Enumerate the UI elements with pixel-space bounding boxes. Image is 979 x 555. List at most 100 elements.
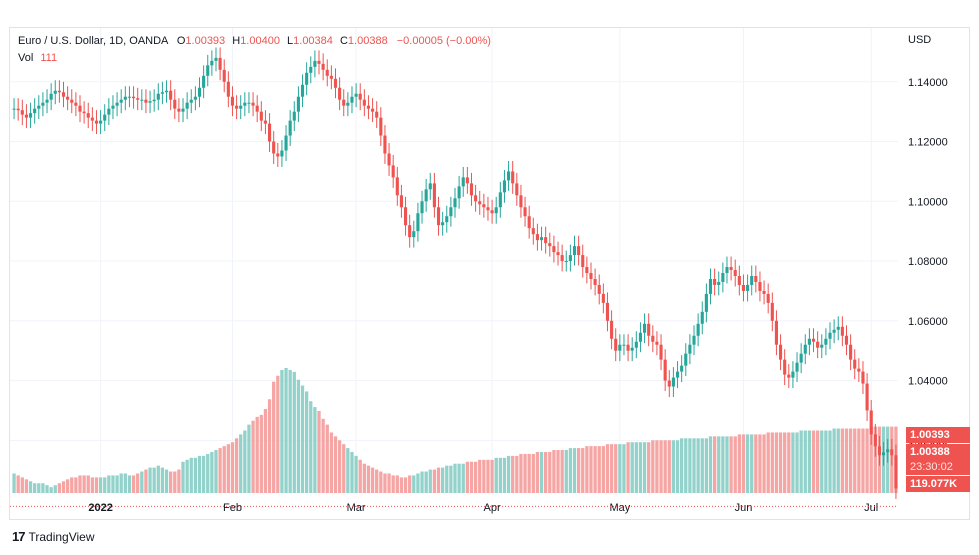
volume-bar bbox=[869, 426, 873, 493]
volume-bar bbox=[609, 444, 614, 493]
volume-bar bbox=[461, 463, 465, 493]
candle-body bbox=[622, 344, 626, 346]
candle-body bbox=[478, 201, 482, 205]
price-chart[interactable]: 1.14000 1.12000 1.10000 1.08000 1.06000 1.040… bbox=[10, 28, 971, 521]
candle-body bbox=[239, 105, 243, 109]
candle-body bbox=[770, 302, 774, 321]
x-tick-label: Feb bbox=[223, 502, 242, 514]
volume-bar bbox=[568, 448, 573, 493]
candle-body bbox=[412, 231, 416, 238]
candle-body bbox=[618, 344, 622, 351]
volume-bar bbox=[424, 471, 428, 493]
candle-body bbox=[296, 96, 300, 112]
y-tick-label: 1.12000 bbox=[908, 137, 948, 149]
candle-body bbox=[202, 75, 206, 88]
close-value: 1.00388 bbox=[347, 35, 388, 47]
volume-bar bbox=[16, 475, 20, 493]
candle-body bbox=[78, 105, 82, 112]
volume-bar bbox=[708, 436, 713, 493]
volume-bar bbox=[449, 465, 453, 493]
candle-body bbox=[428, 183, 432, 190]
volume-bar bbox=[539, 451, 544, 493]
volume-bar bbox=[725, 436, 729, 493]
volume-bar bbox=[272, 381, 276, 493]
candle-body bbox=[560, 255, 564, 262]
volume-bar bbox=[201, 455, 206, 493]
volume-bar bbox=[20, 477, 24, 493]
volume-bar bbox=[33, 483, 37, 493]
volume-bar bbox=[675, 440, 680, 493]
candle-body bbox=[33, 108, 37, 114]
vol-label[interactable]: Vol bbox=[18, 52, 34, 64]
volume-bar bbox=[408, 475, 412, 493]
candle-body bbox=[292, 111, 296, 121]
volume-bar bbox=[811, 430, 816, 493]
volume-bar bbox=[140, 471, 144, 493]
candle-body bbox=[300, 84, 305, 97]
volume-bar bbox=[280, 369, 284, 493]
candle-body bbox=[717, 281, 721, 285]
candle-body bbox=[379, 117, 383, 136]
tradingview-logo[interactable]: 17 TradingView bbox=[12, 529, 95, 544]
volume-bar bbox=[445, 465, 449, 493]
candle-body bbox=[774, 320, 778, 345]
volume-bar bbox=[82, 475, 86, 493]
candle-body bbox=[70, 99, 74, 103]
candle-body bbox=[445, 216, 449, 223]
volume-bar bbox=[791, 432, 795, 493]
volume-bar bbox=[828, 430, 832, 493]
volume-bar bbox=[634, 442, 638, 493]
candle-body bbox=[45, 99, 49, 103]
symbol-title[interactable]: Euro / U.S. Dollar, 1D, OANDA bbox=[18, 35, 168, 47]
volume-bar bbox=[416, 473, 420, 493]
volume-bar bbox=[511, 455, 515, 493]
volume-bar bbox=[284, 368, 288, 493]
candle-body bbox=[655, 341, 659, 345]
candle-body bbox=[791, 371, 795, 378]
volume-bar bbox=[741, 434, 746, 493]
volume-bar bbox=[148, 467, 152, 493]
volume-bar bbox=[601, 446, 606, 493]
candle-body bbox=[766, 293, 770, 303]
volume-bar bbox=[552, 450, 556, 493]
candle-body bbox=[272, 141, 276, 154]
candle-body bbox=[123, 96, 127, 100]
volume-bar bbox=[292, 371, 296, 493]
candle-body bbox=[671, 377, 675, 387]
volume-bar bbox=[288, 369, 292, 493]
volume-bar bbox=[317, 410, 321, 493]
volume-bar bbox=[98, 477, 103, 493]
volume-bar bbox=[41, 483, 45, 493]
y-tick-label: 1.14000 bbox=[908, 77, 948, 89]
volume-bar bbox=[680, 438, 684, 493]
candle-body bbox=[589, 273, 593, 279]
candle-body bbox=[564, 261, 568, 263]
volume-bar bbox=[630, 442, 634, 493]
candle-body bbox=[737, 275, 741, 285]
candle-body bbox=[309, 66, 313, 73]
volume-bar bbox=[337, 440, 342, 493]
volume-bar bbox=[564, 450, 568, 493]
volume-bar bbox=[688, 438, 692, 493]
candle-body bbox=[366, 105, 371, 109]
volume-bar bbox=[523, 453, 527, 493]
volume-bar bbox=[597, 446, 601, 493]
candle-body bbox=[675, 371, 680, 378]
candle-body bbox=[251, 102, 255, 106]
volume-bar bbox=[861, 428, 865, 493]
volume-bar bbox=[193, 457, 198, 493]
volume-bar bbox=[717, 436, 721, 493]
volume-bar bbox=[544, 451, 548, 493]
volume-bar bbox=[527, 453, 531, 493]
candle-body bbox=[869, 410, 873, 435]
volume-bar bbox=[210, 451, 214, 493]
candle-body bbox=[886, 449, 890, 453]
volume-bar bbox=[366, 465, 371, 493]
volume-bar bbox=[432, 469, 437, 493]
candle-body bbox=[725, 267, 729, 274]
tradingview-icon: 17 bbox=[12, 529, 26, 544]
candle-body bbox=[696, 323, 700, 336]
candle-body bbox=[597, 284, 601, 294]
candle-body bbox=[556, 252, 560, 256]
volume-bar bbox=[86, 475, 90, 493]
